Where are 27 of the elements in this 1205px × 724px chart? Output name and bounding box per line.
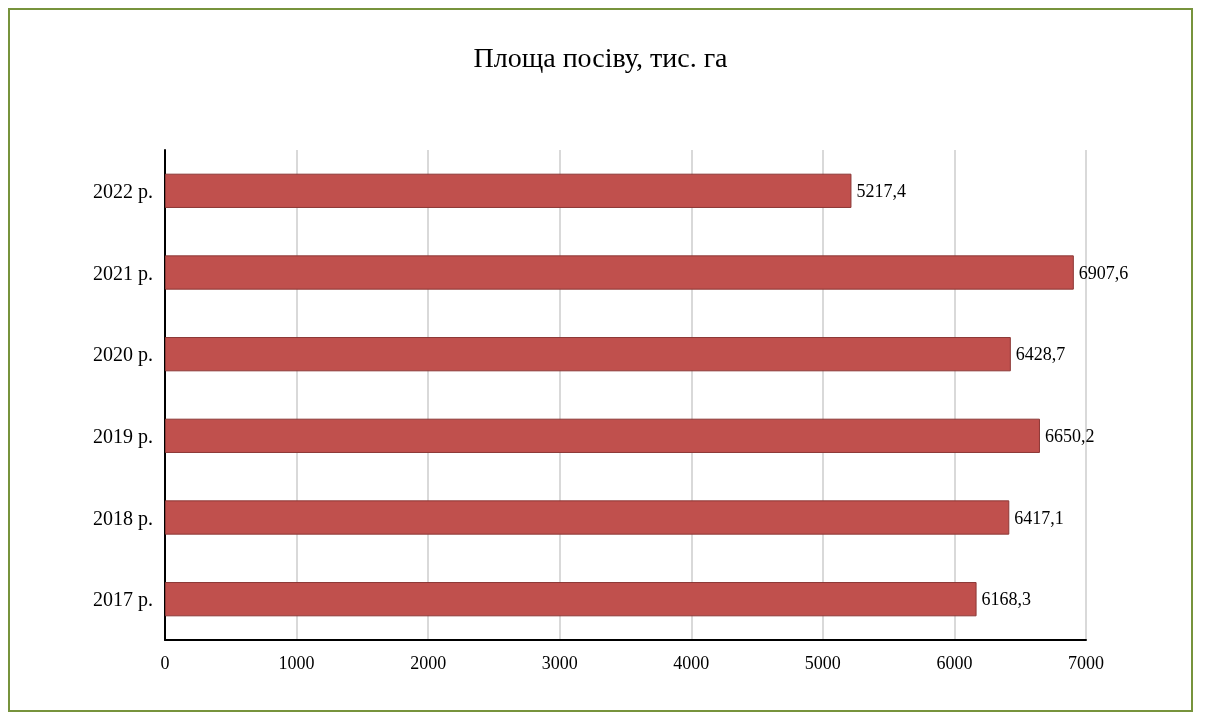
x-tick-label: 0 [160,653,170,673]
bar [165,418,1040,453]
x-tick-label: 7000 [1068,653,1104,673]
y-tick-label: 2018 р. [93,506,153,530]
bar [165,173,852,208]
data-label: 6650,2 [1044,425,1095,446]
x-tick-label: 5000 [804,653,841,673]
data-label: 6417,1 [1014,507,1064,528]
y-tick-label: 2020 р. [93,343,153,367]
chart-title: Площа посіву, тис. га [473,41,729,73]
y-tick-label: 2021 р. [93,261,153,285]
bar [165,500,1010,535]
y-tick-label: 2022 р. [93,179,153,203]
x-tick-label: 2000 [410,653,447,673]
data-label: 6168,3 [981,589,1032,610]
data-label: 5217,4 [856,180,906,201]
data-label: 6907,6 [1078,262,1129,283]
y-tick-label: 2019 р. [93,424,153,448]
x-tick-label: 3000 [541,653,578,673]
x-tick-label: 4000 [673,653,710,673]
bar [165,337,1011,372]
x-tick-label: 1000 [278,653,315,673]
y-tick-label: 2017 р. [93,588,153,612]
bar [165,255,1074,290]
data-label: 6428,7 [1015,344,1066,365]
bar [165,582,977,617]
x-tick-label: 6000 [936,653,973,673]
